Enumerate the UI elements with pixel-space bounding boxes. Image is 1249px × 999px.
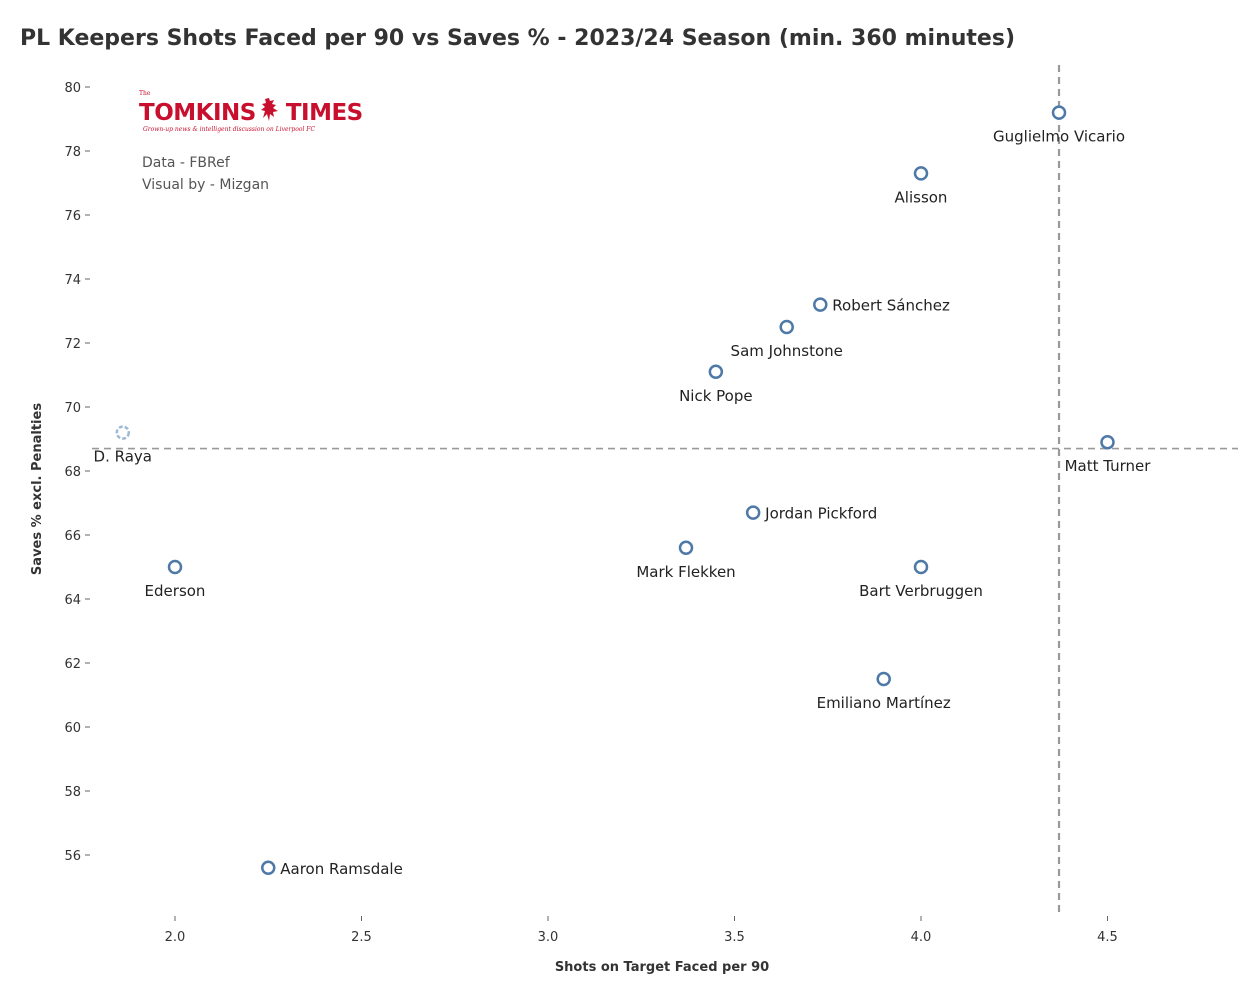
- logo-word-right: TIMES: [285, 100, 363, 126]
- x-tick-label: 4.0: [911, 930, 932, 945]
- y-tick-label: 58: [64, 785, 81, 800]
- chart-title: PL Keepers Shots Faced per 90 vs Saves %…: [20, 26, 1016, 51]
- point-label: Nick Pope: [679, 387, 753, 405]
- point-label: Sam Johnstone: [731, 342, 843, 360]
- visual-author-credit: Visual by - Mizgan: [142, 177, 270, 193]
- y-tick-label: 64: [64, 593, 81, 608]
- data-point[interactable]: Aaron Ramsdale: [261, 860, 403, 878]
- x-tick-label: 3.5: [724, 930, 745, 945]
- point-marker[interactable]: [1100, 434, 1115, 450]
- data-point[interactable]: Robert Sánchez: [813, 297, 950, 315]
- point-label: Bart Verbruggen: [859, 582, 983, 600]
- logo-small-text: The: [139, 90, 151, 97]
- data-point[interactable]: Mark Flekken: [636, 540, 736, 581]
- y-tick-label: 74: [64, 273, 81, 288]
- y-axis-label: Saves % excl. Penalties: [30, 403, 45, 575]
- point-marker[interactable]: [876, 671, 891, 687]
- y-tick-label: 60: [64, 721, 81, 736]
- data-point[interactable]: Alisson: [895, 166, 948, 206]
- point-label: Guglielmo Vicario: [993, 128, 1125, 146]
- x-tick-label: 2.5: [351, 930, 372, 945]
- data-point[interactable]: Guglielmo Vicario: [993, 105, 1125, 146]
- data-point[interactable]: Bart Verbruggen: [859, 559, 983, 600]
- y-tick-label: 72: [64, 337, 81, 352]
- point-marker[interactable]: [745, 505, 761, 520]
- logo-tagline: Grown-up news & intelligent discussion o…: [143, 126, 316, 133]
- x-axis-label: Shots on Target Faced per 90: [555, 960, 769, 975]
- point-marker[interactable]: [115, 425, 131, 440]
- y-tick-label: 66: [64, 529, 81, 544]
- y-tick-label: 56: [64, 849, 81, 864]
- point-marker[interactable]: [708, 364, 724, 380]
- x-tick-label: 4.5: [1097, 930, 1118, 945]
- y-tick-label: 78: [64, 145, 81, 160]
- point-marker[interactable]: [678, 540, 694, 556]
- x-axis: 2.02.53.03.54.04.55.05.56.06.57.07.5: [165, 916, 1118, 945]
- point-marker[interactable]: [913, 166, 929, 181]
- logo-word-left: TOMKINS: [139, 100, 256, 126]
- liverbird-icon: [260, 96, 282, 130]
- y-tick-label: 76: [64, 209, 81, 224]
- point-label: Emiliano Martínez: [817, 694, 951, 712]
- point-marker[interactable]: [813, 297, 828, 312]
- point-label: Robert Sánchez: [832, 297, 950, 315]
- point-label: Aaron Ramsdale: [280, 860, 403, 878]
- data-point[interactable]: Jordan Pickford: [745, 505, 877, 523]
- point-marker[interactable]: [261, 860, 276, 876]
- point-label: Ederson: [145, 582, 206, 600]
- y-tick-label: 62: [64, 657, 81, 672]
- point-label: Matt Turner: [1065, 457, 1152, 475]
- point-label: D. Raya: [94, 448, 152, 466]
- point-label: Jordan Pickford: [764, 505, 877, 523]
- point-marker[interactable]: [1051, 105, 1067, 120]
- data-point[interactable]: D. Raya: [94, 425, 152, 466]
- point-marker[interactable]: [913, 559, 929, 575]
- data-point[interactable]: Matt Turner: [1065, 434, 1152, 475]
- data-point[interactable]: Emiliano Martínez: [817, 671, 951, 712]
- point-marker[interactable]: [167, 559, 183, 575]
- point-label: Mark Flekken: [636, 563, 735, 581]
- x-tick-label: 3.0: [538, 930, 559, 945]
- data-point[interactable]: Ederson: [145, 559, 206, 600]
- y-tick-label: 70: [64, 401, 81, 416]
- data-points: Guglielmo VicarioAlissonBernd LenoAndré …: [94, 105, 1152, 878]
- data-point[interactable]: Sam Johnstone: [731, 319, 843, 360]
- logo-wordmark: TOMKINS TIMES: [139, 96, 363, 130]
- point-label: Alisson: [895, 188, 948, 206]
- y-axis: 56 58 60 62 64 66 68 70 72 74 76 78 80: [64, 81, 90, 864]
- data-source-credit: Data - FBRef: [142, 155, 230, 171]
- data-point[interactable]: Nick Pope: [679, 364, 753, 405]
- reference-lines: [92, 65, 1238, 916]
- y-tick-label: 80: [64, 81, 81, 96]
- point-marker[interactable]: [779, 319, 794, 335]
- x-tick-label: 2.0: [165, 930, 186, 945]
- y-tick-label: 68: [64, 465, 81, 480]
